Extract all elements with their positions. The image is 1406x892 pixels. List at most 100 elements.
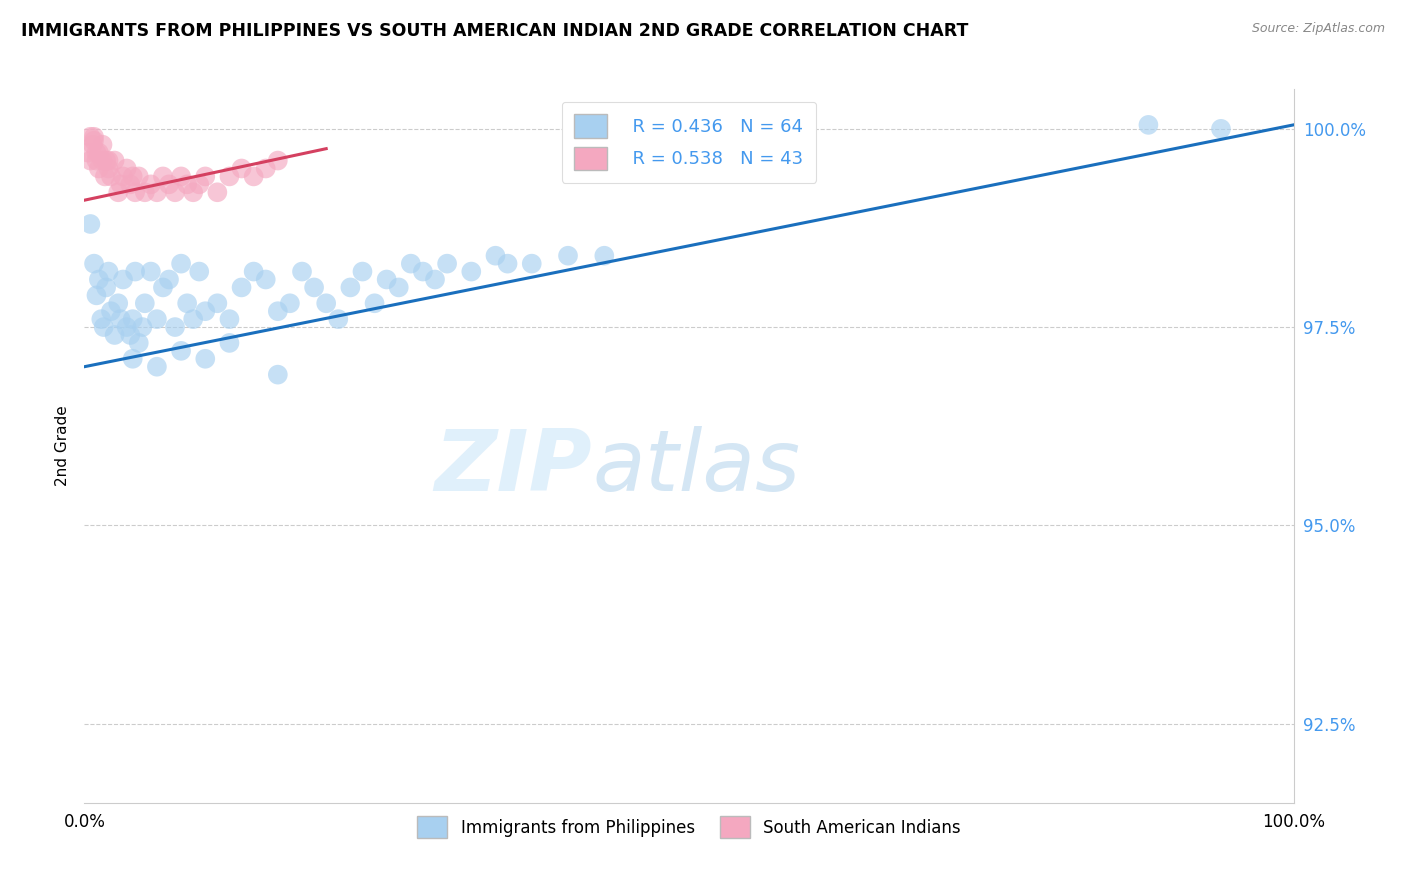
Point xyxy=(86,153,108,168)
Point xyxy=(291,264,314,278)
Point xyxy=(94,169,117,184)
Point xyxy=(87,145,110,160)
Point xyxy=(181,312,204,326)
Point xyxy=(97,161,120,176)
Point xyxy=(134,186,156,200)
Point xyxy=(152,280,174,294)
Point xyxy=(267,304,290,318)
Point xyxy=(194,169,217,184)
Point xyxy=(91,153,114,168)
Point xyxy=(170,169,193,184)
Point xyxy=(131,320,153,334)
Point xyxy=(231,161,253,176)
Point xyxy=(218,312,240,326)
Point xyxy=(86,145,108,160)
Point xyxy=(97,264,120,278)
Point xyxy=(139,264,162,278)
Point xyxy=(231,280,253,294)
Point xyxy=(593,249,616,263)
Point xyxy=(375,272,398,286)
Point xyxy=(121,312,143,326)
Point xyxy=(423,272,446,286)
Point xyxy=(124,264,146,278)
Point xyxy=(120,178,142,192)
Point xyxy=(107,186,129,200)
Point xyxy=(104,328,127,343)
Point xyxy=(339,280,361,294)
Point xyxy=(557,249,579,263)
Point xyxy=(86,288,108,302)
Point xyxy=(112,169,135,184)
Point xyxy=(146,359,169,374)
Point xyxy=(93,320,115,334)
Point xyxy=(77,145,100,160)
Point xyxy=(254,272,277,286)
Point xyxy=(170,343,193,358)
Point xyxy=(176,178,198,192)
Point xyxy=(152,169,174,184)
Point xyxy=(267,153,290,168)
Point xyxy=(170,257,193,271)
Point xyxy=(520,257,543,271)
Point xyxy=(115,161,138,176)
Point xyxy=(242,264,264,278)
Text: atlas: atlas xyxy=(592,425,800,509)
Point xyxy=(207,186,229,200)
Point xyxy=(242,169,264,184)
Point xyxy=(100,169,122,184)
Point xyxy=(79,217,101,231)
Point xyxy=(176,296,198,310)
Point xyxy=(363,296,385,310)
Point xyxy=(254,161,277,176)
Legend: Immigrants from Philippines, South American Indians: Immigrants from Philippines, South Ameri… xyxy=(411,810,967,845)
Point xyxy=(79,153,101,168)
Point xyxy=(90,312,112,326)
Point xyxy=(79,129,101,144)
Point xyxy=(110,178,132,192)
Point xyxy=(267,368,290,382)
Point xyxy=(110,312,132,326)
Y-axis label: 2nd Grade: 2nd Grade xyxy=(55,406,70,486)
Point xyxy=(278,296,301,310)
Point xyxy=(94,280,117,294)
Point xyxy=(188,264,211,278)
Point xyxy=(399,257,422,271)
Point xyxy=(82,137,104,152)
Point xyxy=(218,169,240,184)
Point xyxy=(146,312,169,326)
Point xyxy=(139,178,162,192)
Point xyxy=(134,296,156,310)
Point xyxy=(121,169,143,184)
Point xyxy=(1137,118,1160,132)
Point xyxy=(115,320,138,334)
Point xyxy=(388,280,411,294)
Point xyxy=(100,304,122,318)
Point xyxy=(124,186,146,200)
Point xyxy=(484,249,506,263)
Point xyxy=(91,137,114,152)
Point xyxy=(157,178,180,192)
Point xyxy=(460,264,482,278)
Point xyxy=(328,312,350,326)
Point xyxy=(83,129,105,144)
Point xyxy=(436,257,458,271)
Point xyxy=(352,264,374,278)
Text: IMMIGRANTS FROM PHILIPPINES VS SOUTH AMERICAN INDIAN 2ND GRADE CORRELATION CHART: IMMIGRANTS FROM PHILIPPINES VS SOUTH AME… xyxy=(21,22,969,40)
Point xyxy=(87,161,110,176)
Point xyxy=(87,272,110,286)
Point xyxy=(107,296,129,310)
Point xyxy=(120,328,142,343)
Point xyxy=(181,186,204,200)
Point xyxy=(1209,121,1232,136)
Point xyxy=(315,296,337,310)
Point xyxy=(412,264,434,278)
Point xyxy=(104,153,127,168)
Text: Source: ZipAtlas.com: Source: ZipAtlas.com xyxy=(1251,22,1385,36)
Point xyxy=(188,178,211,192)
Point xyxy=(146,186,169,200)
Point xyxy=(128,335,150,350)
Point xyxy=(83,134,105,148)
Point xyxy=(157,272,180,286)
Point xyxy=(97,153,120,168)
Text: ZIP: ZIP xyxy=(434,425,592,509)
